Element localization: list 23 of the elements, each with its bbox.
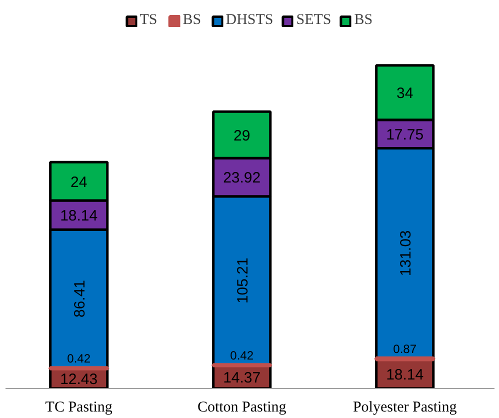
data-label: 18.14: [60, 208, 98, 225]
data-label: 86.41: [71, 280, 88, 318]
data-label: 23.92: [223, 170, 261, 187]
data-label: 0.87: [393, 342, 417, 356]
data-label: 131.03: [397, 230, 414, 276]
data-label: 14.37: [223, 369, 261, 386]
data-label: 34: [396, 85, 414, 102]
legend-label: BS: [354, 12, 374, 29]
x-tick-label: Polyester Pasting: [352, 400, 458, 416]
data-label: 0.42: [67, 352, 91, 366]
data-label: 29: [234, 127, 250, 144]
data-label: 24: [70, 174, 88, 191]
legend-label: DHSTS: [226, 12, 274, 29]
data-label: 18.14: [386, 366, 424, 384]
data-label: 0.42: [230, 348, 254, 363]
data-label: 105.21: [234, 258, 252, 304]
x-tick-label: Cotton Pasting: [197, 400, 287, 416]
legend-label: BS: [182, 12, 202, 29]
data-label: 17.75: [386, 126, 424, 144]
data-label: 12.43: [60, 371, 98, 388]
x-tick-label: TC Pasting: [45, 400, 113, 416]
legend-label: TS: [140, 12, 158, 29]
legend-label: SETS: [296, 12, 332, 29]
